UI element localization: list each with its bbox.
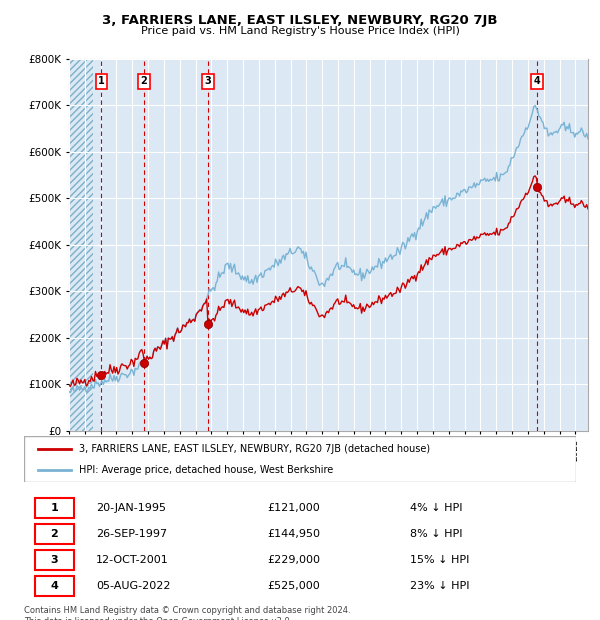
Text: HPI: Average price, detached house, West Berkshire: HPI: Average price, detached house, West… [79, 465, 334, 476]
Text: 2: 2 [140, 76, 147, 86]
FancyBboxPatch shape [24, 436, 576, 482]
Text: Contains HM Land Registry data © Crown copyright and database right 2024.
This d: Contains HM Land Registry data © Crown c… [24, 606, 350, 620]
Text: 12-OCT-2001: 12-OCT-2001 [96, 555, 169, 565]
FancyBboxPatch shape [35, 550, 74, 570]
Text: 4: 4 [534, 76, 541, 86]
Text: 8% ↓ HPI: 8% ↓ HPI [410, 529, 463, 539]
Text: 26-SEP-1997: 26-SEP-1997 [96, 529, 167, 539]
Text: Price paid vs. HM Land Registry's House Price Index (HPI): Price paid vs. HM Land Registry's House … [140, 26, 460, 36]
FancyBboxPatch shape [35, 524, 74, 544]
Text: 20-JAN-1995: 20-JAN-1995 [96, 503, 166, 513]
FancyBboxPatch shape [35, 498, 74, 518]
Text: 3, FARRIERS LANE, EAST ILSLEY, NEWBURY, RG20 7JB (detached house): 3, FARRIERS LANE, EAST ILSLEY, NEWBURY, … [79, 444, 430, 454]
Text: £144,950: £144,950 [267, 529, 320, 539]
Text: 1: 1 [98, 76, 105, 86]
Text: 1: 1 [50, 503, 58, 513]
Text: 05-AUG-2022: 05-AUG-2022 [96, 581, 170, 591]
FancyBboxPatch shape [35, 575, 74, 596]
Text: £121,000: £121,000 [267, 503, 320, 513]
Text: 15% ↓ HPI: 15% ↓ HPI [410, 555, 470, 565]
Text: £229,000: £229,000 [267, 555, 320, 565]
Text: 4: 4 [50, 581, 58, 591]
Text: 2: 2 [50, 529, 58, 539]
Bar [69, 59, 93, 431]
Text: 3: 3 [50, 555, 58, 565]
Text: 4% ↓ HPI: 4% ↓ HPI [410, 503, 463, 513]
Text: £525,000: £525,000 [267, 581, 320, 591]
Text: 3: 3 [205, 76, 211, 86]
Text: 23% ↓ HPI: 23% ↓ HPI [410, 581, 470, 591]
Text: 3, FARRIERS LANE, EAST ILSLEY, NEWBURY, RG20 7JB: 3, FARRIERS LANE, EAST ILSLEY, NEWBURY, … [102, 14, 498, 27]
